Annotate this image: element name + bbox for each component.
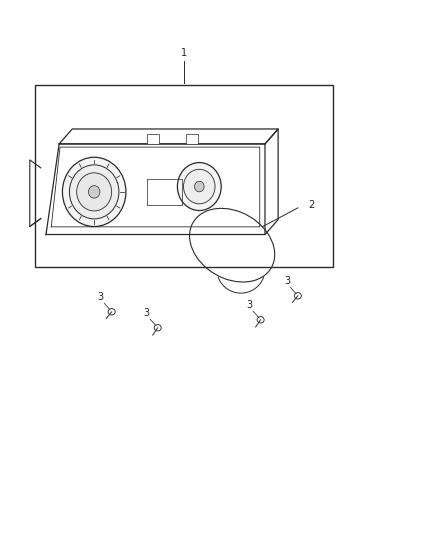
- Ellipse shape: [62, 157, 126, 227]
- Ellipse shape: [88, 185, 100, 198]
- Text: 2: 2: [308, 200, 314, 210]
- Text: 3: 3: [144, 308, 150, 318]
- Ellipse shape: [69, 165, 119, 219]
- Ellipse shape: [257, 317, 264, 323]
- Bar: [147, 134, 159, 144]
- Ellipse shape: [108, 309, 115, 315]
- Text: 3: 3: [98, 292, 104, 302]
- Text: 3: 3: [247, 300, 253, 310]
- Bar: [35, 85, 333, 266]
- Ellipse shape: [184, 169, 215, 204]
- Ellipse shape: [154, 325, 161, 331]
- Text: 1: 1: [181, 49, 187, 58]
- Ellipse shape: [77, 173, 112, 211]
- Bar: [186, 134, 198, 144]
- Ellipse shape: [177, 163, 221, 211]
- Text: 3: 3: [284, 276, 290, 286]
- Ellipse shape: [194, 181, 204, 192]
- Ellipse shape: [294, 293, 301, 299]
